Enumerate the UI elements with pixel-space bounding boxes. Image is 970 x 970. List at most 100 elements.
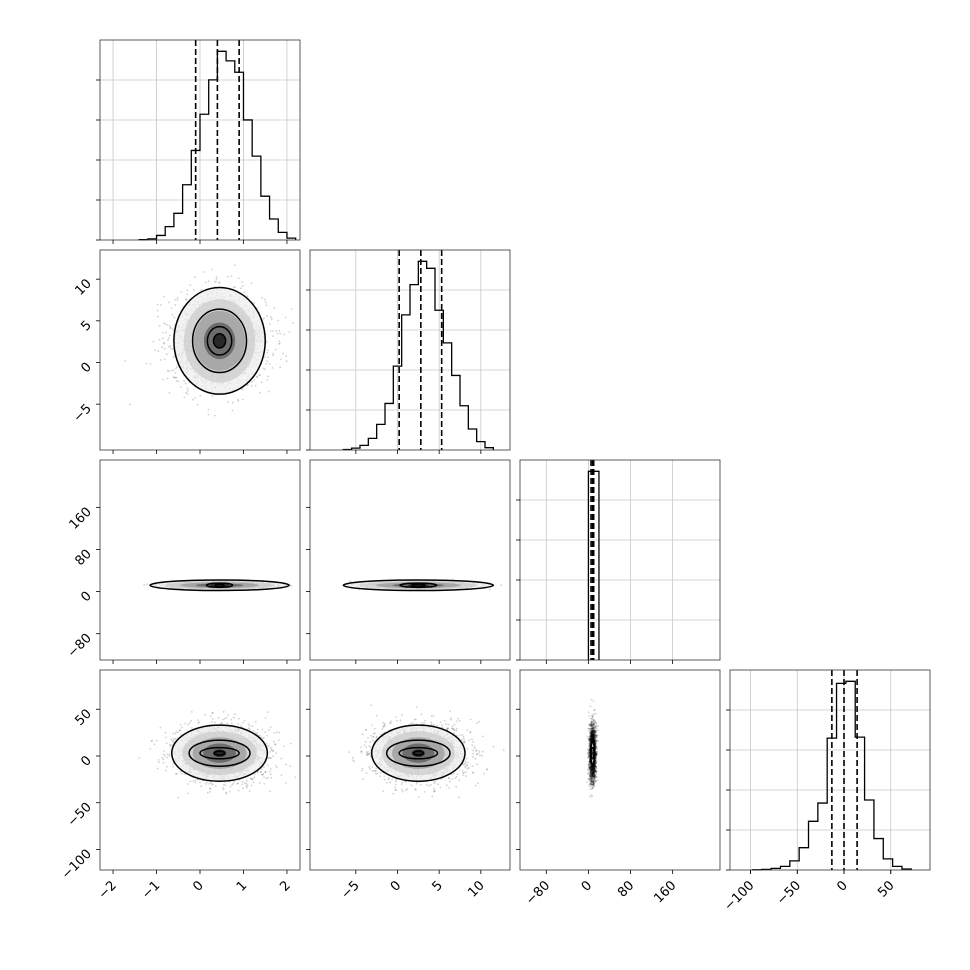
scatter-point bbox=[185, 298, 188, 301]
scatter-point bbox=[270, 318, 273, 320]
scatter-point bbox=[169, 334, 171, 337]
scatter-point bbox=[272, 354, 274, 357]
contour-line bbox=[214, 583, 225, 588]
scatter-point bbox=[265, 362, 268, 365]
scatter-point bbox=[276, 332, 279, 335]
scatter-content bbox=[143, 579, 306, 592]
scatter-point bbox=[283, 333, 286, 336]
scatter-point bbox=[166, 377, 169, 380]
scatter-point bbox=[163, 322, 166, 325]
scatter-point bbox=[129, 403, 132, 406]
scatter-point bbox=[250, 282, 253, 285]
scatter-point bbox=[232, 286, 235, 289]
scatter-point bbox=[163, 347, 166, 350]
scatter-point bbox=[192, 398, 194, 401]
scatter-point bbox=[143, 584, 146, 586]
scatter-panel-0-1 bbox=[99, 249, 301, 451]
scatter-point bbox=[172, 376, 175, 378]
scatter-point bbox=[156, 303, 159, 306]
scatter-point bbox=[259, 373, 262, 376]
scatter-point bbox=[169, 345, 172, 347]
scatter-point bbox=[165, 331, 168, 334]
scatter-point bbox=[154, 349, 157, 352]
scatter-point bbox=[215, 276, 218, 279]
scatter-point bbox=[241, 398, 244, 401]
scatter-point bbox=[168, 301, 170, 304]
scatter-point bbox=[156, 309, 159, 312]
scatter-point bbox=[152, 340, 155, 343]
scatter-point bbox=[489, 588, 491, 591]
scatter-point bbox=[169, 327, 172, 329]
scatter-point bbox=[271, 367, 274, 369]
scatter-point bbox=[162, 378, 164, 381]
scatter-point bbox=[272, 352, 275, 355]
panel-frame bbox=[519, 459, 721, 661]
scatter-point bbox=[192, 289, 195, 291]
scatter-point bbox=[214, 280, 216, 283]
scatter-point bbox=[264, 356, 266, 359]
scatter-point bbox=[278, 340, 281, 342]
contour-line bbox=[173, 286, 266, 395]
scatter-point bbox=[256, 375, 259, 378]
scatter-point bbox=[146, 583, 148, 586]
scatter-point bbox=[203, 271, 206, 273]
scatter-point bbox=[267, 349, 269, 351]
scatter-point bbox=[177, 380, 179, 383]
scatter-point bbox=[227, 401, 230, 403]
scatter-point bbox=[171, 328, 174, 330]
scatter-point bbox=[266, 351, 268, 354]
contour-line bbox=[206, 325, 233, 356]
scatter-point bbox=[246, 383, 249, 386]
scatter-background bbox=[310, 460, 510, 660]
scatter-point bbox=[161, 346, 163, 349]
scatter-point bbox=[196, 403, 199, 406]
scatter-point bbox=[259, 391, 262, 394]
scatter-point bbox=[185, 391, 187, 394]
scatter-point bbox=[211, 268, 213, 271]
scatter-point bbox=[163, 342, 165, 344]
hist-panel-2 bbox=[516, 459, 721, 664]
scatter-point bbox=[176, 366, 178, 368]
scatter-point bbox=[237, 398, 239, 401]
scatter-point bbox=[279, 366, 282, 369]
scatter-point bbox=[264, 368, 266, 371]
scatter-point bbox=[255, 376, 258, 378]
scatter-point bbox=[278, 343, 280, 345]
scatter-point bbox=[176, 296, 179, 299]
scatter-point bbox=[267, 356, 270, 359]
scatter-point bbox=[205, 281, 207, 284]
scatter-point bbox=[262, 367, 265, 370]
scatter-point bbox=[186, 293, 189, 296]
scatter-panel-0-2 bbox=[99, 459, 306, 661]
contour-line bbox=[149, 579, 290, 592]
scatter-point bbox=[176, 299, 179, 301]
scatter-point bbox=[169, 327, 172, 329]
scatter-point bbox=[167, 337, 170, 339]
scatter-point bbox=[278, 342, 281, 345]
scatter-point bbox=[194, 276, 196, 278]
scatter-point bbox=[290, 308, 293, 310]
scatter-point bbox=[218, 282, 221, 285]
scatter-background bbox=[100, 460, 300, 660]
scatter-point bbox=[253, 378, 256, 381]
scatter-point bbox=[231, 409, 234, 412]
scatter-point bbox=[292, 322, 294, 325]
scatter-point bbox=[166, 324, 169, 326]
scatter-point bbox=[282, 352, 285, 355]
scatter-point bbox=[175, 380, 178, 382]
scatter-point bbox=[267, 375, 270, 378]
scatter-point bbox=[273, 307, 276, 309]
scatter-point bbox=[211, 395, 214, 398]
scatter-point bbox=[266, 360, 269, 362]
scatter-point bbox=[171, 314, 174, 316]
scatter-point bbox=[166, 369, 169, 372]
scatter-point bbox=[194, 397, 197, 399]
contour-line bbox=[205, 582, 234, 589]
scatter-point bbox=[215, 281, 218, 283]
scatter-point bbox=[267, 390, 270, 393]
scatter-point bbox=[279, 332, 282, 335]
scatter-point bbox=[162, 337, 164, 340]
scatter-point bbox=[304, 587, 306, 589]
scatter-point bbox=[227, 275, 229, 278]
scatter-point bbox=[183, 380, 186, 382]
